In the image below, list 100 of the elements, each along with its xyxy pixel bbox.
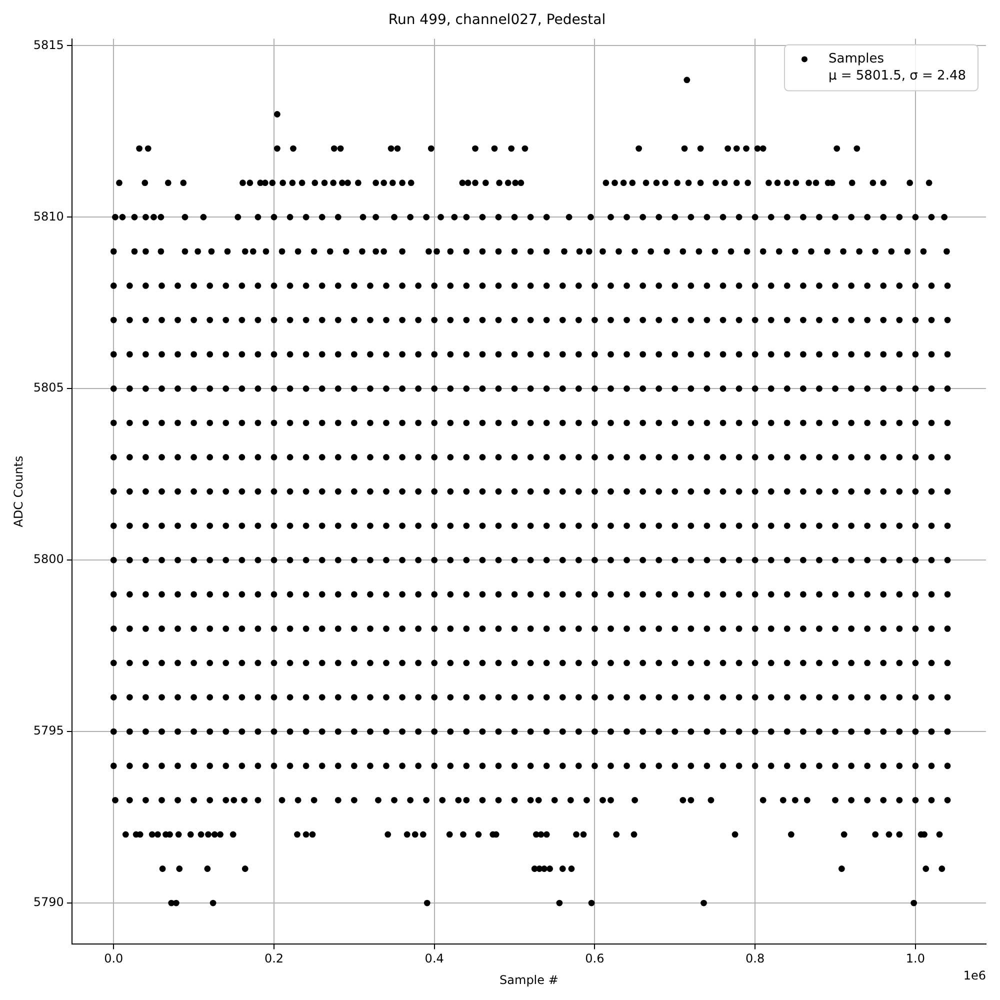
point [566, 214, 572, 220]
point [174, 488, 181, 495]
point [688, 214, 694, 220]
point [896, 660, 903, 666]
point [431, 420, 438, 426]
point [928, 556, 935, 564]
point [848, 762, 854, 770]
point [512, 180, 519, 186]
point [708, 796, 714, 804]
point [286, 351, 294, 358]
point [451, 214, 458, 220]
point [367, 625, 374, 632]
point [176, 866, 183, 872]
point [672, 556, 678, 564]
point [624, 660, 630, 666]
point [399, 316, 406, 324]
point [126, 488, 133, 495]
point [559, 488, 566, 495]
point [447, 488, 454, 495]
point [158, 625, 165, 632]
point [511, 420, 518, 426]
point [399, 522, 406, 529]
point [286, 214, 294, 220]
point [928, 214, 935, 220]
point [592, 420, 598, 426]
point [415, 522, 422, 529]
point [182, 214, 188, 220]
point [733, 145, 740, 152]
point [788, 831, 794, 838]
point [780, 796, 786, 804]
point [206, 660, 214, 666]
point [350, 728, 358, 735]
point [142, 591, 149, 598]
point [415, 556, 422, 564]
point [559, 728, 566, 735]
point [608, 625, 614, 632]
point [447, 316, 454, 324]
point [608, 316, 614, 324]
point [832, 796, 838, 804]
point [222, 454, 230, 460]
point [592, 660, 598, 666]
point [720, 454, 726, 460]
point [543, 316, 550, 324]
point [254, 454, 262, 460]
point [495, 420, 502, 426]
point [431, 351, 438, 358]
point [848, 385, 854, 392]
point [415, 420, 422, 426]
point [479, 591, 486, 598]
point [463, 385, 470, 392]
point [864, 316, 871, 324]
point [704, 694, 710, 700]
point [495, 694, 502, 700]
point [588, 900, 595, 906]
point [704, 625, 710, 632]
point [832, 454, 838, 460]
point [270, 420, 278, 426]
point [880, 454, 887, 460]
point [910, 900, 918, 906]
point [278, 796, 286, 804]
point [154, 831, 161, 838]
point [321, 180, 328, 186]
point [768, 625, 774, 632]
point [318, 420, 326, 426]
point [190, 351, 198, 358]
point [190, 454, 198, 460]
point [575, 556, 582, 564]
point [270, 522, 278, 529]
point [495, 728, 502, 735]
x-tick-label: 0.0 [104, 952, 124, 966]
point [447, 454, 454, 460]
point [800, 488, 806, 495]
point [383, 316, 390, 324]
point [438, 214, 444, 220]
point [158, 522, 165, 529]
point [318, 556, 326, 564]
point [559, 556, 566, 564]
point [527, 694, 534, 700]
point [495, 660, 502, 666]
point [848, 316, 854, 324]
point [721, 180, 728, 186]
point [632, 796, 638, 804]
point [158, 728, 165, 735]
point [752, 522, 758, 529]
point [543, 214, 550, 220]
point [752, 728, 758, 735]
point [230, 831, 236, 838]
point [375, 796, 382, 804]
point [752, 694, 758, 700]
point [158, 556, 165, 564]
point [672, 282, 678, 289]
point [431, 454, 438, 460]
point [190, 420, 198, 426]
point [415, 762, 422, 770]
point [864, 591, 871, 598]
point [426, 248, 432, 255]
point [174, 796, 181, 804]
point [447, 420, 454, 426]
point [784, 214, 790, 220]
point [206, 316, 214, 324]
